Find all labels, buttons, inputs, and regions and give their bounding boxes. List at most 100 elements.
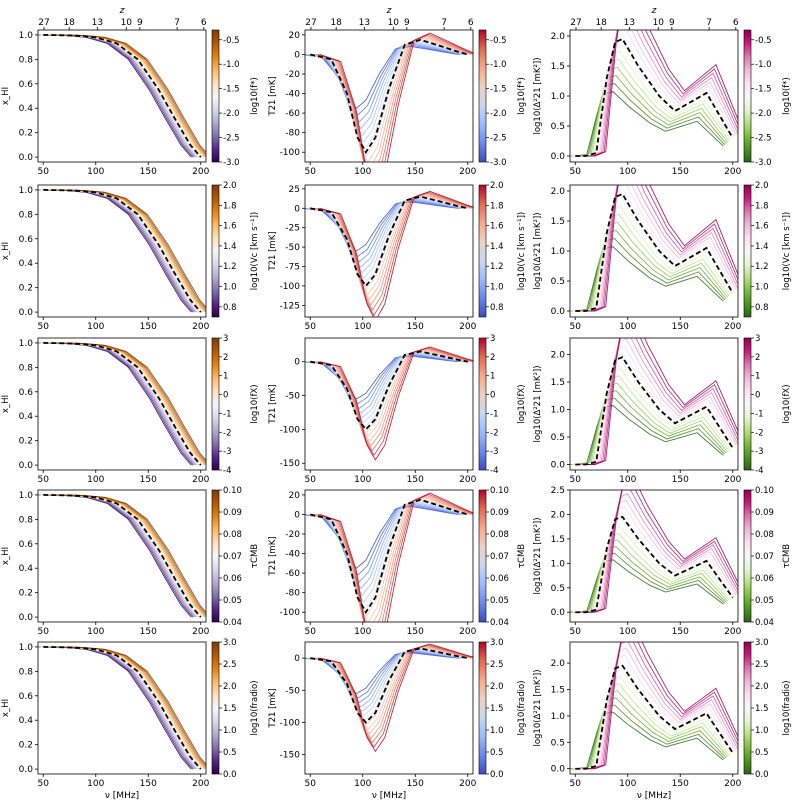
colorbar-tick-label: 0.04 — [223, 618, 242, 628]
y-tick-label: 0.8 — [19, 515, 34, 525]
model-curve — [316, 192, 473, 312]
fiducial-curve — [575, 37, 734, 157]
model-curve — [581, 490, 738, 613]
model-curve — [313, 646, 472, 735]
y-tick-label: -80 — [285, 589, 300, 599]
z-tick-label: 7 — [706, 18, 712, 28]
colorbar-tick-label: 0.0 — [755, 770, 769, 780]
y-axis-label: x_HI — [1, 395, 11, 413]
colorbar-tick-label: 2.5 — [755, 660, 769, 670]
colorbar-tick-label: 0.06 — [755, 574, 774, 584]
colorbar-tick-label: 0.08 — [490, 530, 509, 540]
fiducial-curve — [310, 498, 468, 614]
panel-frame — [37, 641, 207, 775]
y-tick-label: 0.6 — [19, 388, 34, 398]
model-curve — [315, 645, 473, 739]
y-tick-label: 1.0 — [551, 92, 566, 102]
x-tick-label: 150 — [140, 475, 157, 485]
colorbar-tick-label: -3 — [223, 447, 231, 457]
colorbar-tick-label: 0.5 — [490, 748, 504, 758]
y-tick-label: 2.0 — [551, 32, 566, 42]
y-tick-label: -60 — [285, 569, 300, 579]
x-tick-label: 200 — [459, 779, 476, 789]
colorbar-tick-label: 2.0 — [223, 181, 237, 191]
z-tick-label: 27 — [570, 18, 581, 28]
fiducial-curve — [43, 493, 202, 618]
model-curves — [570, 338, 738, 466]
colorbar-tick-label: 1.0 — [755, 283, 769, 293]
colorbar-tick-label: -3.0 — [755, 158, 772, 168]
colorbar-tick-label: 1 — [755, 372, 760, 382]
model-curve — [39, 494, 198, 618]
model-curves — [570, 30, 738, 157]
colorbar-label: log10(fX) — [250, 384, 260, 423]
colorbar-tick-label: -4 — [490, 466, 498, 476]
model-curves — [305, 346, 473, 461]
x-tick-label: 200 — [724, 167, 741, 177]
colorbar-label: log10(f*) — [250, 77, 260, 115]
colorbar — [478, 641, 487, 775]
y-axis-label: log10(Δ²21 [mK²]) — [533, 57, 543, 134]
model-curve — [584, 490, 738, 613]
colorbar-tick-label: 2 — [490, 353, 495, 363]
colorbar-label: τCMB — [517, 544, 527, 568]
x-tick-label: 50 — [38, 322, 50, 332]
model-curve — [319, 346, 473, 461]
fiducial-curve — [310, 350, 468, 431]
panel-r4-c2: 50 100 150 200 ν [MHz] 0.0 0.5 1.0 1.5 2.0 log10(Δ… — [533, 638, 792, 800]
z-tick-label: 27 — [305, 18, 316, 28]
colorbar-tick-label: 3 — [223, 334, 228, 344]
z-axis-label: z — [651, 6, 657, 16]
colorbar-tick-label: 0.08 — [223, 530, 242, 540]
colorbar — [211, 489, 220, 623]
x-tick-label: 200 — [192, 322, 209, 332]
x-tick-label: 200 — [724, 627, 741, 637]
y-tick-label: 0.6 — [19, 540, 34, 550]
model-curve — [570, 559, 724, 613]
model-curves — [305, 190, 473, 317]
z-tick-label: 13 — [624, 18, 635, 28]
colorbar-tick-label: 0.0 — [490, 770, 504, 780]
panel-r2-c2: 50 100 150 200 0.0 0.5 1.0 1.5 2.0 log10(Δ²21 [mK… — [533, 334, 792, 485]
colorbar — [211, 29, 220, 163]
colorbar-tick-label: 0.09 — [755, 508, 774, 518]
panel-frame — [304, 337, 474, 471]
fiducial-curve — [43, 645, 202, 770]
colorbar-tick-label: 1.2 — [755, 262, 769, 272]
x-tick-label: 50 — [305, 475, 317, 485]
x-tick-label: 100 — [87, 627, 104, 637]
colorbar-tick-label: 0 — [490, 391, 495, 401]
model-curve — [575, 513, 734, 613]
model-curve — [577, 345, 736, 465]
colorbar-tick-label: 0.04 — [490, 618, 509, 628]
z-tick-label: 9 — [404, 18, 410, 28]
y-tick-label: -20 — [285, 530, 300, 540]
colorbar-tick-label: 1.8 — [490, 201, 504, 211]
y-tick-label: 0.2 — [19, 284, 33, 294]
colorbar-tick-label: -1 — [223, 409, 231, 419]
x-tick-label: 50 — [38, 627, 50, 637]
model-curve — [578, 185, 737, 312]
y-axis-label: T21 [mK] — [268, 231, 278, 271]
z-tick-label: 10 — [121, 18, 133, 28]
colorbar — [478, 337, 487, 471]
y-tick-label: 1.5 — [551, 378, 565, 388]
model-curve — [584, 338, 738, 465]
colorbar-tick-label: 3 — [755, 334, 760, 344]
x-tick-label: 50 — [305, 627, 317, 637]
x-tick-label: 100 — [87, 322, 104, 332]
colorbar-tick-label: 3.0 — [490, 638, 504, 648]
y-tick-label: 0.4 — [19, 564, 34, 574]
colorbar-tick-label: 2.5 — [490, 660, 504, 670]
x-tick-label: 200 — [459, 167, 476, 177]
y-tick-label: 1.5 — [551, 62, 565, 72]
model-curves — [38, 188, 206, 313]
colorbar-tick-label: 1.4 — [490, 242, 504, 252]
y-tick-label: 1.5 — [551, 535, 565, 545]
colorbar-tick-label: -3 — [755, 447, 763, 457]
colorbar — [478, 489, 487, 623]
x-tick-label: 100 — [354, 779, 371, 789]
colorbar-label: τCMB — [782, 544, 792, 568]
y-tick-label: 0.2 — [19, 589, 33, 599]
x-tick-label: 150 — [672, 627, 689, 637]
